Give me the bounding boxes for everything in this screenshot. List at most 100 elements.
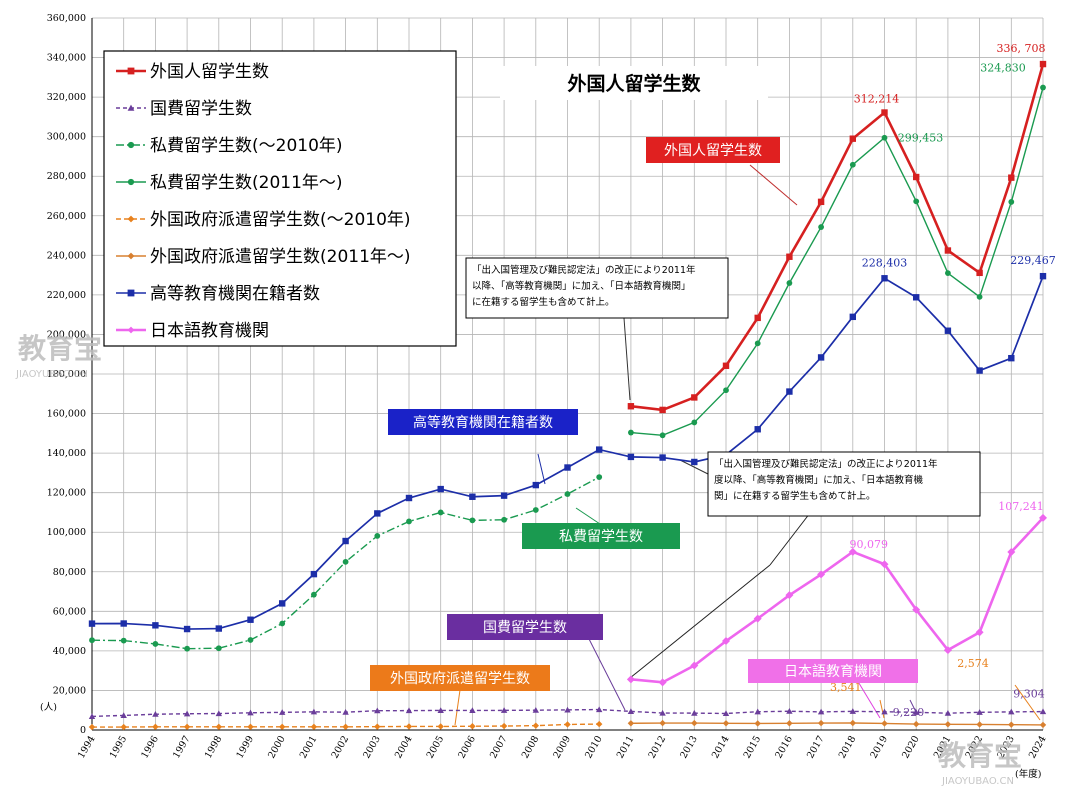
point: [152, 622, 159, 629]
point: [627, 720, 635, 727]
note-box-0: 「出入国管理及び難民認定法」の改正により2011年以降、「高等教育機関」に加え、…: [465, 257, 729, 319]
point: [1039, 272, 1047, 280]
callout-5: 日本語教育機関: [748, 659, 918, 683]
point: [817, 719, 825, 727]
note-line: に在籍する留学生も含めて計上。: [472, 296, 615, 308]
point: [691, 719, 698, 727]
point: [310, 570, 318, 578]
point: [817, 708, 825, 715]
point: [120, 712, 127, 718]
point: [311, 591, 317, 598]
point: [754, 426, 761, 433]
point: [786, 253, 793, 260]
point: [691, 419, 698, 426]
series-7: [626, 513, 1047, 687]
point: [1039, 513, 1047, 522]
point: [215, 723, 222, 731]
point: [247, 616, 254, 623]
point: [405, 494, 413, 502]
y-tick-label: 120,000: [47, 488, 86, 499]
point: [944, 247, 952, 254]
point: [215, 645, 222, 652]
point: [913, 709, 920, 715]
point: [723, 387, 729, 394]
point: [564, 464, 571, 471]
watermark-left: 教育宝 JIAOYUBAO.CN: [15, 332, 102, 380]
point: [279, 600, 286, 607]
point: [786, 708, 793, 714]
y-tick-label: 140,000: [47, 448, 86, 459]
legend-item-0: 外国人留学生数: [116, 62, 269, 82]
point: [215, 625, 222, 632]
point: [374, 510, 381, 517]
point: [912, 605, 921, 614]
y-tick-label: 280,000: [47, 171, 86, 182]
note-frame: [707, 451, 981, 517]
point: [1008, 708, 1015, 715]
point: [532, 706, 539, 713]
watermark-brand-right: 教育宝: [938, 739, 1022, 772]
y-tick-label: 220,000: [47, 290, 86, 301]
point: [1008, 199, 1015, 205]
point: [88, 723, 96, 731]
point: [437, 707, 444, 713]
point: [659, 454, 666, 461]
point: [437, 723, 444, 730]
point: [659, 406, 666, 414]
callout-box: [447, 614, 603, 640]
point: [1039, 708, 1047, 715]
legend-label: 外国政府派遣留学生数(2011年～): [150, 247, 411, 267]
connector-line: [879, 699, 885, 719]
point: [310, 723, 318, 731]
point: [627, 403, 635, 410]
point: [945, 270, 951, 277]
y-tick-label: 200,000: [47, 329, 86, 340]
point: [1008, 174, 1015, 181]
point: [1040, 84, 1046, 91]
point: [596, 720, 603, 728]
point: [120, 723, 127, 731]
note-line: 以降、「高等教育機関」に加え、「日本語教育機関」: [472, 280, 691, 292]
point: [215, 710, 222, 717]
point: [342, 537, 349, 545]
legend-item-1: 国費留学生数: [116, 99, 252, 119]
point: [658, 678, 667, 687]
point: [1039, 60, 1047, 68]
point: [659, 719, 666, 727]
connector-line: [537, 453, 546, 485]
point: [691, 394, 698, 401]
point: [183, 625, 191, 633]
y-tick-label: 300,000: [47, 132, 86, 143]
point: [405, 723, 413, 730]
point: [817, 354, 825, 361]
point: [406, 518, 412, 525]
point: [89, 637, 95, 644]
point: [279, 709, 286, 715]
point: [849, 313, 856, 321]
point: [596, 474, 603, 480]
point: [691, 709, 698, 716]
legend-label: 高等教育機関在籍者数: [150, 284, 320, 304]
callout-label: 高等教育機関在籍者数: [413, 414, 553, 431]
y-tick-label: 0: [80, 725, 86, 736]
point: [976, 721, 983, 728]
point: [754, 708, 761, 715]
data-label: 9,220: [893, 706, 925, 719]
callout-0: 外国人留学生数: [646, 137, 780, 163]
watermark-url-left: JIAOYUBAO.CN: [15, 369, 88, 380]
y-tick-label: 80,000: [53, 567, 86, 578]
point: [152, 723, 159, 731]
point: [944, 327, 952, 334]
connector-line: [575, 507, 601, 525]
point: [722, 710, 730, 717]
point: [127, 289, 135, 297]
point: [913, 720, 920, 728]
point: [279, 620, 286, 627]
data-label: 228,403: [862, 256, 908, 269]
callout-label: 日本語教育機関: [784, 664, 882, 680]
point: [786, 388, 793, 395]
point: [849, 135, 856, 142]
point: [944, 710, 952, 716]
point: [500, 707, 508, 713]
point: [1008, 721, 1015, 728]
